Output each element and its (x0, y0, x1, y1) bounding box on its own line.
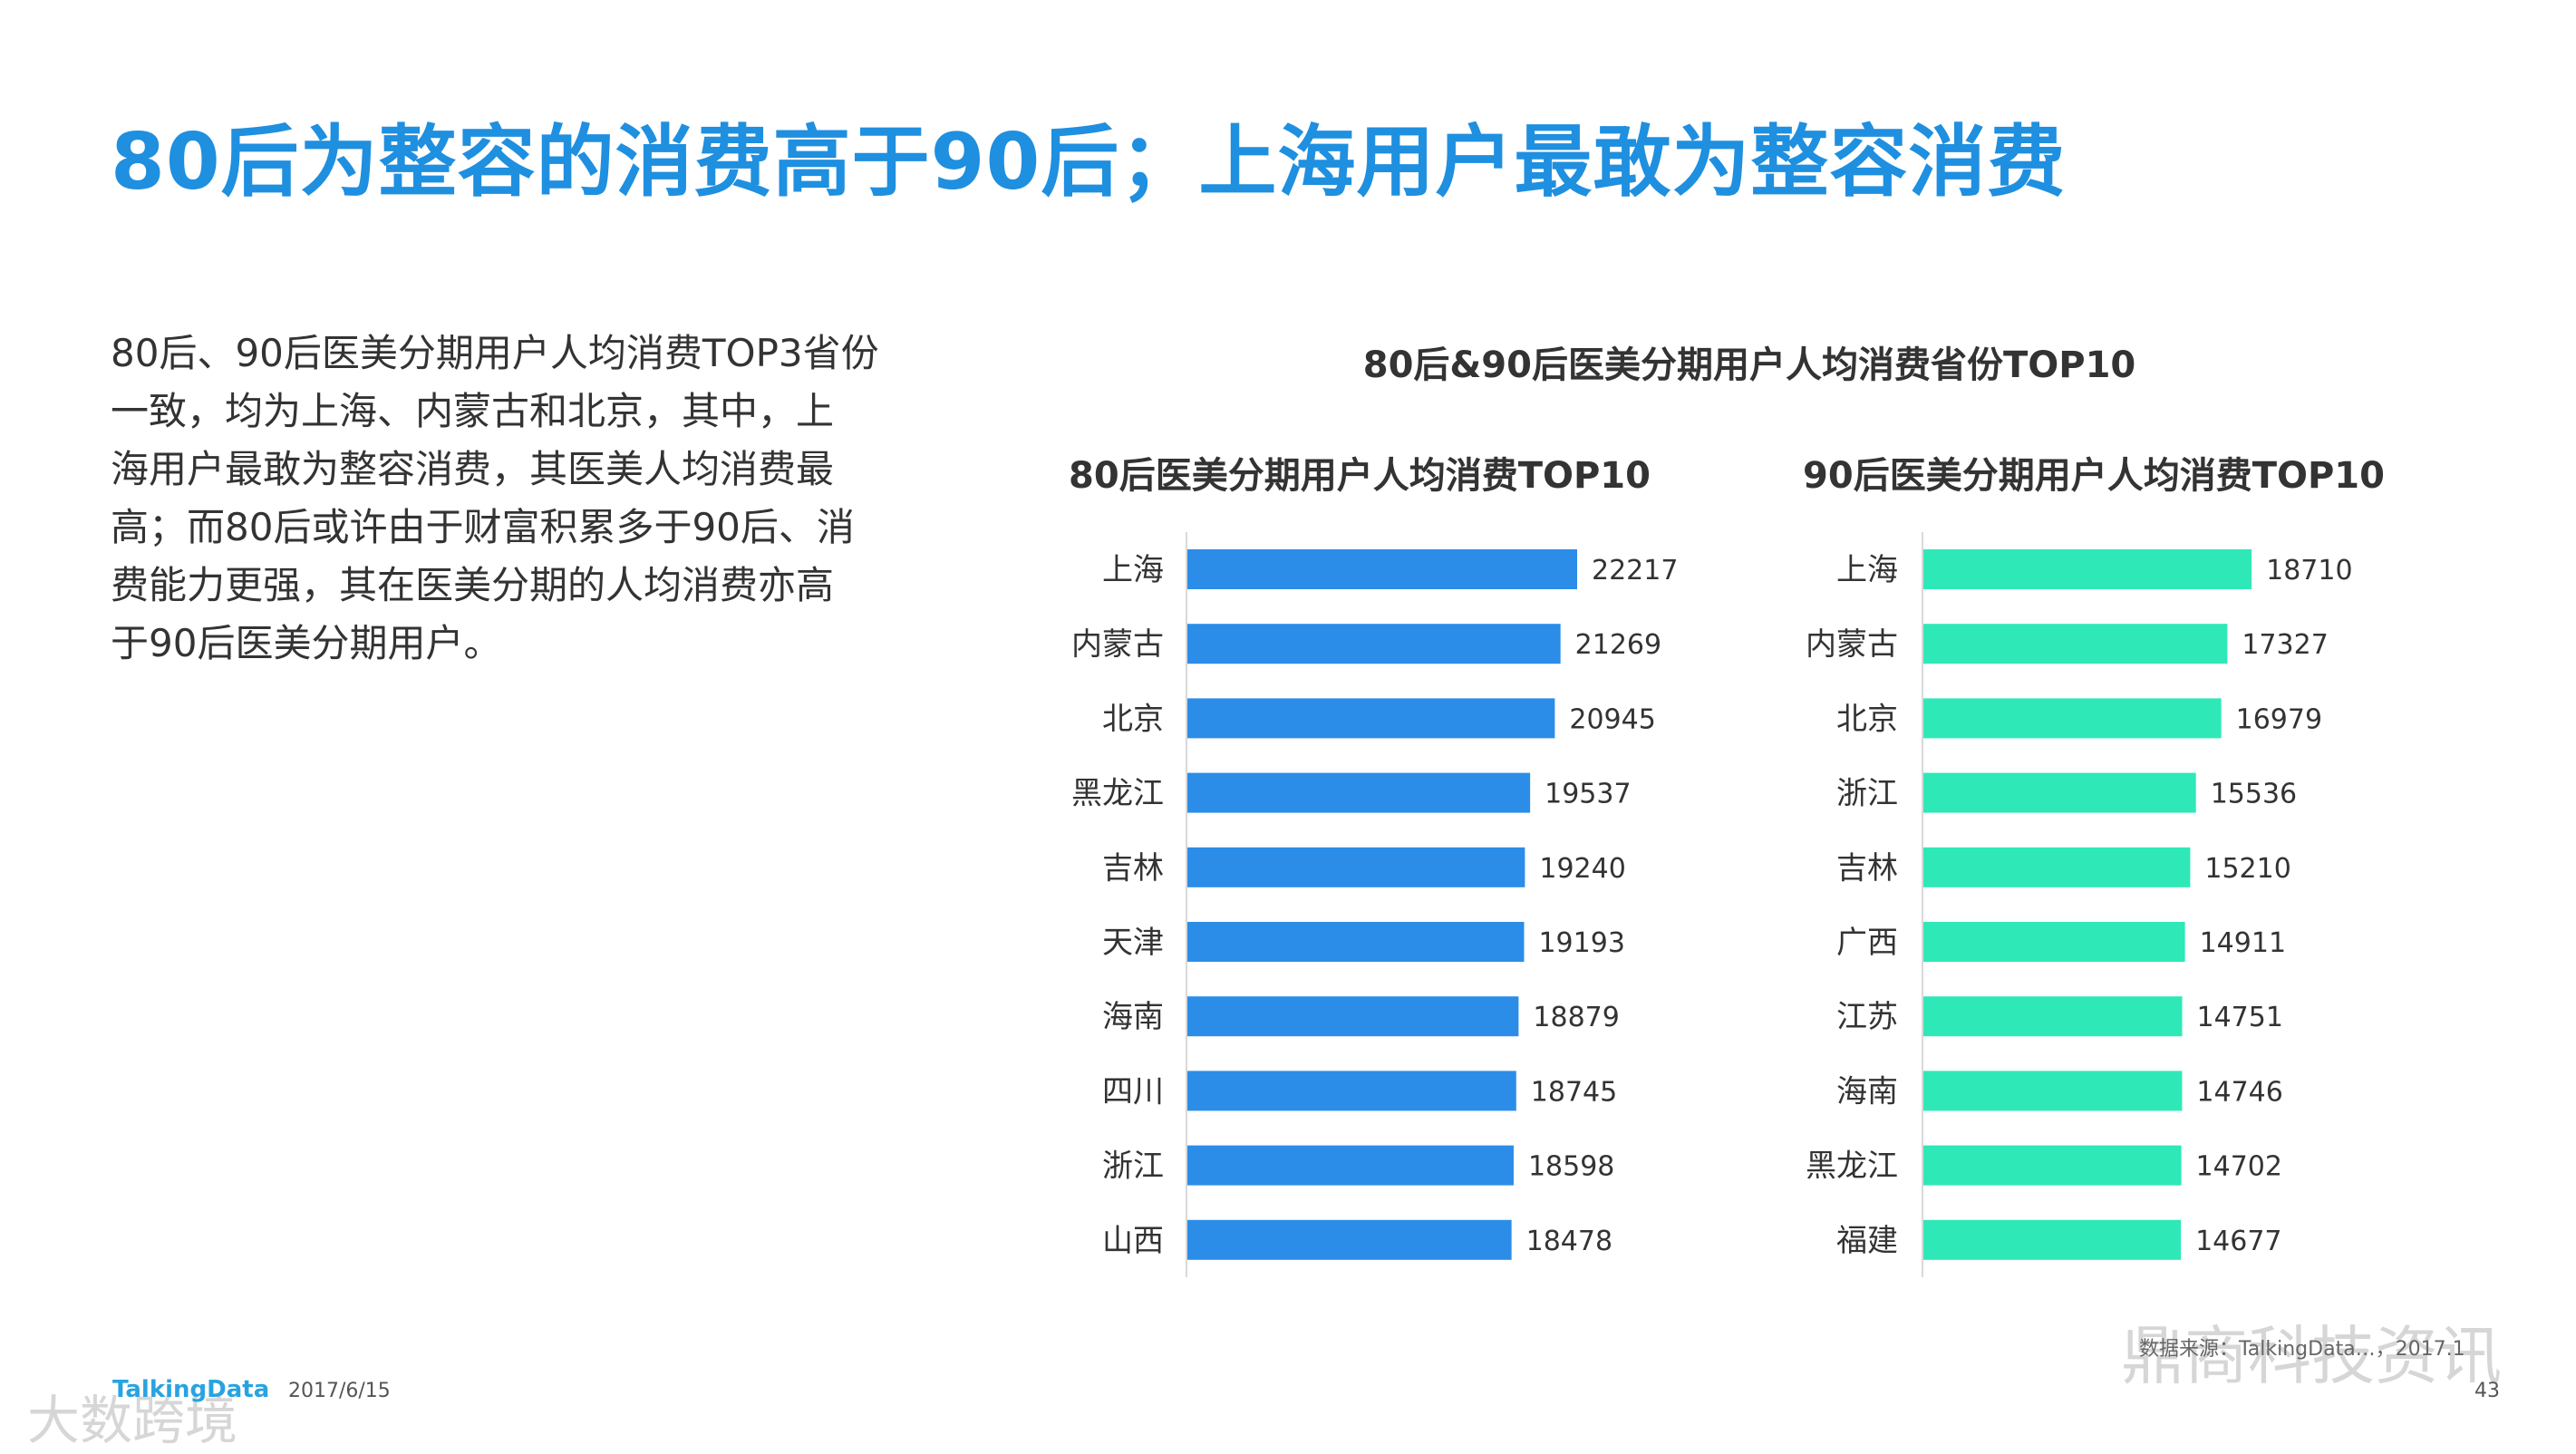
category-tick-label: 山西 (1102, 1223, 1164, 1259)
bar (1923, 549, 2252, 589)
data-label: 18745 (1531, 1076, 1617, 1108)
data-label: 19240 (1539, 853, 1625, 885)
bar (1187, 624, 1561, 664)
description-line: 一致，均为上海、内蒙古和北京，其中，上 (111, 389, 835, 433)
bar (1923, 922, 2185, 962)
data-label: 14911 (2200, 927, 2286, 959)
data-label: 14677 (2195, 1226, 2281, 1257)
category-tick-label: 江苏 (1836, 999, 1898, 1035)
data-label: 21269 (1575, 629, 1661, 661)
data-label: 19193 (1538, 927, 1624, 959)
watermark-right: 鼎商科技资讯 (2121, 1319, 2502, 1393)
talkingdata-logo: TalkingData (112, 1376, 270, 1403)
data-label: 18598 (1528, 1151, 1614, 1183)
data-label: 18879 (1533, 1002, 1619, 1033)
bar (1187, 1219, 1512, 1260)
data-label: 18710 (2266, 555, 2352, 586)
bar (1187, 996, 1519, 1037)
data-label: 19537 (1545, 779, 1631, 810)
description-line: 高；而80后或许由于财富积累多于90后、消 (111, 505, 855, 549)
page-number: 43 (2474, 1380, 2500, 1402)
description-line: 费能力更强，其在医美分期的人均消费亦高 (111, 563, 835, 607)
sub-chart-title: 90后医美分期用户人均消费TOP10 (1803, 455, 2385, 497)
category-tick-label: 浙江 (1836, 776, 1898, 812)
category-tick-label: 吉林 (1102, 850, 1164, 887)
watermark-left: 大数跨境 (27, 1390, 238, 1451)
category-tick-label: 内蒙古 (1071, 626, 1164, 663)
bar (1923, 1071, 2183, 1111)
bar (1187, 549, 1577, 589)
data-label: 18478 (1526, 1226, 1612, 1257)
category-tick-label: 北京 (1836, 701, 1898, 737)
bar (1923, 847, 2191, 887)
category-tick-label: 内蒙古 (1806, 626, 1898, 663)
bar (1923, 996, 2183, 1037)
description-line: 80后、90后医美分期用户人均消费TOP3省份 (111, 331, 879, 375)
bar (1187, 772, 1531, 813)
data-label: 14746 (2196, 1076, 2282, 1108)
sub-chart-title: 80后医美分期用户人均消费TOP10 (1069, 455, 1651, 497)
category-tick-label: 四川 (1102, 1073, 1164, 1110)
category-tick-label: 福建 (1836, 1223, 1898, 1259)
data-label: 17327 (2242, 629, 2328, 661)
category-tick-label: 广西 (1836, 925, 1898, 961)
data-label: 14751 (2196, 1002, 2282, 1033)
description-text: 80后、90后医美分期用户人均消费TOP3省份 一致，均为上海、内蒙古和北京，其… (111, 325, 908, 673)
description-line: 海用户最敢为整容消费，其医美人均消费最 (111, 447, 835, 491)
data-label: 22217 (1592, 555, 1678, 586)
category-tick-label: 海南 (1102, 999, 1164, 1035)
category-tick-label: 吉林 (1836, 850, 1898, 887)
data-label: 16979 (2236, 703, 2322, 735)
data-label: 15210 (2204, 853, 2290, 885)
bar (1187, 1145, 1514, 1186)
bar (1187, 922, 1525, 962)
category-tick-label: 黑龙江 (1806, 1149, 1898, 1185)
bar (1923, 1145, 2182, 1186)
category-tick-label: 北京 (1102, 701, 1164, 737)
bar (1923, 624, 2228, 664)
category-tick-label: 天津 (1102, 925, 1164, 961)
source-note: 数据来源：TalkingData…，2017.1 (2139, 1338, 2465, 1361)
category-tick-label: 海南 (1836, 1073, 1898, 1110)
category-tick-label: 浙江 (1102, 1149, 1164, 1185)
bar (1187, 698, 1555, 739)
bar (1923, 1219, 2182, 1260)
data-label: 15536 (2211, 779, 2297, 810)
bar (1187, 1071, 1516, 1111)
category-tick-label: 黑龙江 (1071, 776, 1164, 812)
data-label: 14702 (2196, 1151, 2282, 1183)
page-title: 80后为整容的消费高于90后；上海用户最敢为整容消费 (111, 117, 2067, 208)
footer-date: 2017/6/15 (288, 1380, 391, 1402)
description-line: 于90后医美分期用户。 (111, 621, 502, 665)
data-label: 20945 (1569, 703, 1655, 735)
category-tick-label: 上海 (1102, 552, 1164, 588)
bar (1923, 698, 2222, 739)
main-chart-title: 80后&90后医美分期用户人均消费省份TOP10 (1362, 344, 2136, 386)
category-tick-label: 上海 (1836, 552, 1898, 588)
bar (1923, 772, 2196, 813)
bar (1187, 847, 1525, 887)
